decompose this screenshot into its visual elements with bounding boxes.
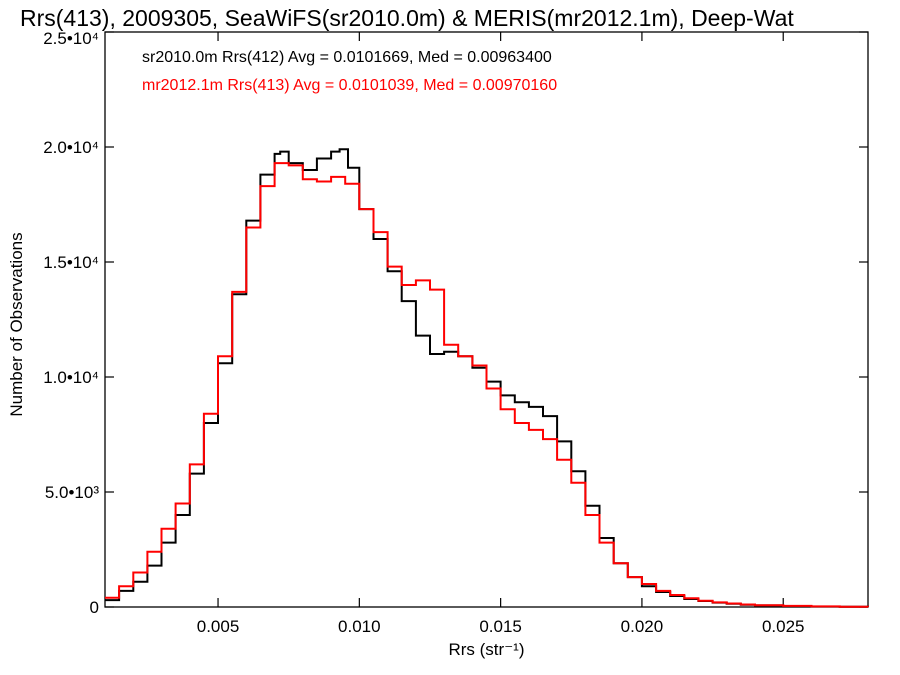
y-tick-label: 2.5•10⁴ (43, 29, 99, 48)
legend-entry-1: sr2010.0m Rrs(412) Avg = 0.0101669, Med … (142, 49, 552, 66)
y-tick-label: 0 (90, 598, 99, 617)
y-tick-label: 1.0•10⁴ (43, 368, 99, 387)
axis-ticks: 0.005 0.010 0.015 0.020 0.025 0 5.0•10³ 1.0•10⁴… (43, 29, 868, 636)
y-tick-label: 1.5•10⁴ (43, 253, 99, 272)
x-tick-label: 0.020 (621, 617, 664, 636)
y-axis-label: Number of Observations (7, 232, 26, 416)
x-tick-label: 0.010 (338, 617, 381, 636)
chart-title: Rrs(413), 2009305, SeaWiFS(sr2010.0m) & … (20, 5, 794, 31)
plot-frame (104, 31, 869, 608)
y-tick-label: 5.0•10³ (45, 483, 99, 502)
series-layer (105, 148, 869, 608)
legend: sr2010.0m Rrs(412) Avg = 0.0101669, Med … (142, 49, 557, 94)
series-line-2 (105, 162, 869, 608)
x-tick-label: 0.025 (762, 617, 805, 636)
x-tick-label: 0.015 (479, 617, 522, 636)
x-axis-label: Rrs (str⁻¹) (448, 640, 524, 659)
legend-entry-2: mr2012.1m Rrs(413) Avg = 0.0101039, Med … (142, 77, 557, 94)
y-tick-label: 2.0•10⁴ (43, 138, 99, 157)
x-tick-label: 0.005 (197, 617, 240, 636)
